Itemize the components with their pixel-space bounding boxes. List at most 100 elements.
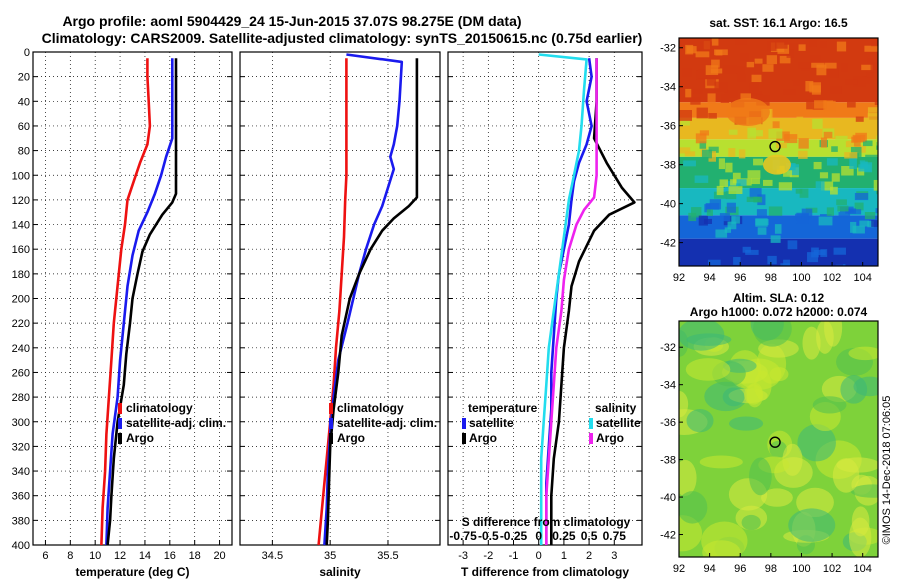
sst-cell [747,170,761,179]
sst-cell [784,134,798,144]
depth-tick-label: 120 [12,195,30,207]
legend-swatch [329,433,333,444]
sst-cell [875,208,878,214]
sla-blob [702,540,741,557]
s-tick-label: 0.75 [603,529,627,543]
sla-map-panel: 92 94 96 98 100 102 104 -32 -34 -36 -38 -40 -42 Altim… [660,291,879,575]
sst-cell [730,179,737,186]
sst-cell [820,249,828,257]
sst-cell [835,135,848,142]
depth-tick-label: 80 [18,146,30,158]
sst-cell [691,207,702,218]
x-tick-label: -2 [483,550,493,562]
map-y-tick-label: -38 [660,160,676,172]
sst-cell [871,39,878,47]
sst-cell [725,191,737,200]
sst-cell [746,61,755,68]
salinity-panel: 34.5 35 35.5 salinity climatologysatellite-a… [239,51,441,579]
sst-cell [854,192,869,201]
sst-cell [807,252,819,263]
sst-cell [699,141,707,149]
legend-label: climatology [126,401,193,415]
sst-cell [823,100,834,112]
sst-cell [778,182,793,191]
map-y-tick-label: -34 [660,380,676,392]
sla-blob [851,506,870,537]
sst-cell [690,96,701,105]
sst-cell [697,68,710,79]
sst-cell [812,119,823,129]
sst-cell [745,249,759,255]
sst-map-panel: 92 94 96 98 100 102 104 -32 -34 -36 -38 -40 -42 sat. … [660,16,879,284]
sst-cell [789,43,799,50]
sst-cell [866,58,874,65]
sst-cell [850,221,857,233]
map-y-tick-label: -32 [660,342,676,354]
s-axis-label: S difference from climatology [462,515,631,529]
map-x-tick-label: 92 [673,272,685,284]
sst-cell [778,244,788,256]
sst-cell [826,207,834,216]
x-tick-label: 3 [611,550,617,562]
sst-cell [806,99,813,110]
map-y-tick-label: -42 [660,530,676,542]
map-x-tick-label: 94 [703,563,715,575]
sst-cell [833,247,846,255]
sst-cell [830,186,838,195]
sla-blob [679,321,725,351]
sst-cell [728,148,736,157]
sst-cell [768,128,783,139]
sst-cell [813,161,822,170]
map-x-tick-label: 100 [792,563,810,575]
depth-tick-label: 380 [12,515,30,527]
map-y-tick-label: -36 [660,417,676,429]
sst-cell [684,151,696,157]
sst-cell [841,63,849,72]
map-y-tick-label: -42 [660,238,676,250]
s-tick-label: -0.5 [478,529,499,543]
sst-cell [706,209,713,216]
s-tick-label: 0 [535,529,542,543]
map-frame [678,37,879,267]
sst-cell [831,146,838,152]
argo-location-marker [769,140,781,153]
sst-cell [735,38,748,45]
sst-cell [694,175,709,183]
sst-cell [749,90,763,97]
sst-cell [701,149,712,159]
legend-label-salinity: satellite [596,416,641,430]
argo-location-marker [769,436,781,448]
sst-cell [867,107,878,117]
sst-cell [708,151,716,162]
sst-cell [865,154,878,162]
sst-cell [867,113,878,123]
sst-cell [716,185,724,196]
sst-cell [852,134,866,142]
series-line-argo [325,58,419,546]
map-y-tick-label: -38 [660,455,676,467]
legend-label: satellite-adj. clim. [126,416,226,430]
sst-cell [683,160,696,167]
legend-swatch [462,418,466,429]
sst-cell [844,79,858,85]
sst-cell [703,218,713,224]
x-tick-label: 16 [164,550,176,562]
s-tick-label: 0.25 [552,529,576,543]
sst-cell [795,188,803,194]
sla-blob [686,408,714,433]
sst-cell [708,146,719,153]
sst-cell [819,172,829,179]
x-tick-label: 8 [67,550,73,562]
sst-cell [747,127,757,139]
sst-cell [862,140,873,147]
sst-cell [864,212,876,220]
sst-cell [746,196,760,203]
sst-cell [776,131,790,141]
sst-cell [715,49,723,56]
sst-cell [737,73,746,83]
x-tick-label: 14 [139,550,151,562]
sst-cell [877,41,878,50]
sst-cell [708,113,717,119]
sla-blob [769,440,788,459]
sst-cell [783,259,790,266]
